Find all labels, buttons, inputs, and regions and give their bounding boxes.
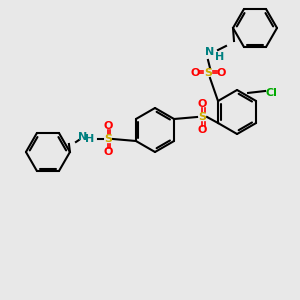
Text: N: N	[78, 132, 88, 142]
Text: H: H	[215, 52, 225, 62]
Text: Cl: Cl	[265, 88, 277, 98]
Text: H: H	[85, 134, 94, 144]
Text: N: N	[206, 47, 214, 57]
Text: O: O	[197, 125, 207, 135]
Text: O: O	[216, 68, 226, 78]
Text: O: O	[197, 99, 207, 109]
Text: O: O	[190, 68, 200, 78]
Text: S: S	[198, 112, 206, 122]
Text: O: O	[103, 147, 112, 157]
Text: O: O	[103, 121, 112, 131]
Text: S: S	[104, 134, 112, 144]
Text: S: S	[204, 68, 212, 78]
